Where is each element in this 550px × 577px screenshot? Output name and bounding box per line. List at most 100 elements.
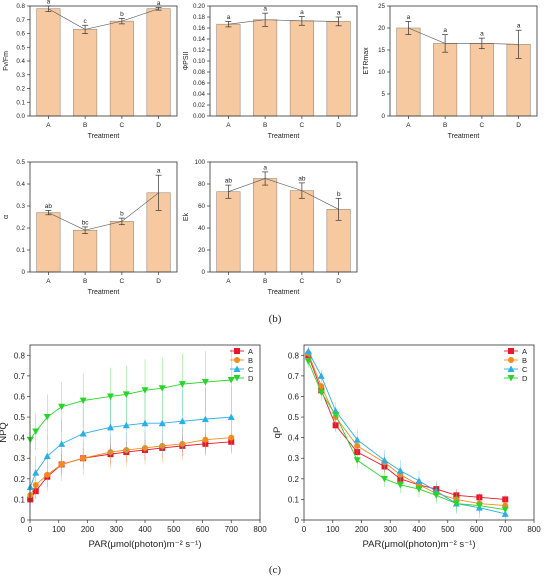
qp-ylabel: qP <box>272 427 283 439</box>
phipsii-ytick-label: 0.14 <box>193 36 206 43</box>
phipsii-bar <box>326 21 351 117</box>
npq-series-D-point <box>79 397 87 405</box>
npq-xtick-label: 0 <box>28 525 33 534</box>
npq-ytick-label: 0 <box>21 516 26 525</box>
phipsii-ytick-label: 0.16 <box>193 25 206 32</box>
npq-legend-label: B <box>248 356 253 365</box>
alpha-ytick-label: 0 <box>22 269 26 276</box>
qp-series-C-line <box>307 350 506 515</box>
npq-legend-label: D <box>248 374 254 383</box>
phipsii-significance-letter: a <box>300 9 304 16</box>
fvfm-ytick-label: 0.3 <box>16 72 25 79</box>
qp-legend-label: C <box>522 365 528 374</box>
ek-xtick-label: A <box>226 278 231 285</box>
phipsii-significance-letter: a <box>227 14 231 21</box>
etrmax-xtick-label: A <box>406 122 411 129</box>
phipsii-ylabel: ΦPSII <box>183 52 190 71</box>
npq-legend-marker <box>234 348 240 354</box>
alpha-ytick-label: 0.1 <box>16 247 25 254</box>
qp-legend-marker <box>507 375 515 382</box>
fvfm-ytick-label: 0.2 <box>16 86 25 93</box>
npq-legend-label: C <box>248 365 254 374</box>
ek-significance-letter: b <box>337 191 341 198</box>
qp-xtick-label: 200 <box>355 525 369 534</box>
npq-series-D-point <box>122 391 130 398</box>
qp-series-D-point <box>501 506 509 514</box>
qp-xtick-label: 600 <box>470 525 484 534</box>
qp-series-C-point <box>396 467 404 474</box>
qp-xtick-label: 300 <box>384 525 398 534</box>
fvfm-ytick-label: 0.7 <box>16 17 25 24</box>
npq-series-C-point <box>201 415 209 423</box>
npq-xtick-label: 200 <box>81 525 95 534</box>
ek-chart: 0 20 40 60 80 100 ab Aa Bab Cb D Treatment Ek <box>183 159 358 296</box>
npq-series-D-point <box>107 393 114 400</box>
qp-xtick-label: 0 <box>302 525 307 534</box>
fvfm-chart: 0.0 0.1 0.2 0.3 0.4 0.5 0.6 0.7 0.8 a Ac Bb Ca D Treat… <box>3 0 178 140</box>
etrmax-significance-letter: a <box>407 14 411 21</box>
phipsii-ytick-label: 0.10 <box>193 58 206 65</box>
alpha-xlabel: Treatment <box>88 289 120 296</box>
fvfm-bar <box>146 8 171 117</box>
npq-series-C-point <box>79 430 87 437</box>
etrmax-ytick-label: 0 <box>382 113 386 120</box>
alpha-ytick-label: 0.2 <box>16 225 25 232</box>
fvfm-ylabel: Fv/Fm <box>3 51 10 71</box>
ek-ytick-label: 40 <box>198 225 205 232</box>
fvfm-mean-connector <box>48 8 159 30</box>
npq-chart: 0 0.1 0.2 0.3 0.4 0.5 0.6 0.7 0.8 0 100 200 300 400 50… <box>0 344 267 550</box>
ek-significance-letter: a <box>263 164 267 171</box>
npq-series-D-point <box>158 385 166 392</box>
qp-xtick-label: 500 <box>441 525 455 534</box>
etrmax-ytick-label: 20 <box>378 25 385 32</box>
ek-xtick-label: C <box>300 278 305 285</box>
phipsii-ytick-label: 0.20 <box>193 3 206 10</box>
qp-series-D-line <box>307 361 506 511</box>
phipsii-xlabel: Treatment <box>268 133 300 140</box>
npq-xtick-label: 800 <box>253 525 267 534</box>
phipsii-bar <box>289 20 314 117</box>
fvfm-significance-letter: a <box>47 0 51 6</box>
alpha-bar <box>36 212 61 273</box>
qp-series-C-point <box>381 456 388 464</box>
alpha-significance-letter: ab <box>45 203 53 210</box>
phipsii-chart: 0.00 0.02 0.04 0.06 0.08 0.10 0.12 0.14 0.16 0.18… <box>183 3 358 140</box>
alpha-ytick-label: 0.4 <box>16 181 25 188</box>
npq-xtick-label: 100 <box>52 525 66 534</box>
fvfm-significance-letter: b <box>120 11 124 18</box>
etrmax-ylabel: ETRmax <box>363 47 370 75</box>
alpha-xtick-label: A <box>46 278 51 285</box>
alpha-mean-connector <box>48 192 159 231</box>
alpha-ytick-label: 0.5 <box>16 159 25 166</box>
npq-ytick-label: 0.3 <box>14 454 26 463</box>
qp-series-D-point <box>353 457 361 464</box>
npq-ytick-label: 0.4 <box>14 434 26 443</box>
alpha-chart: 0 0.1 0.2 0.3 0.4 0.5 ab Abc Bb Ca D Treatment α <box>3 159 178 296</box>
qp-ytick-label: 0.7 <box>288 372 300 381</box>
qp-legend-marker <box>507 365 515 372</box>
alpha-xtick-label: D <box>156 278 161 285</box>
fvfm-xtick-label: C <box>120 122 125 129</box>
npq-xtick-label: 400 <box>138 525 152 534</box>
npq-xtick-label: 500 <box>167 525 181 534</box>
alpha-bar <box>73 229 98 273</box>
phipsii-ytick-label: 0.18 <box>193 14 206 21</box>
npq-series-C-point <box>141 419 149 427</box>
npq-series-D-line <box>29 379 232 440</box>
phipsii-xtick-label: B <box>263 122 267 129</box>
ek-ylabel: Ek <box>183 212 190 221</box>
etrmax-bar <box>433 43 458 117</box>
fvfm-significance-letter: c <box>84 18 88 25</box>
ek-ytick-label: 100 <box>195 159 206 166</box>
npq-ylabel: NPQ <box>0 422 9 443</box>
phipsii-ytick-label: 0.12 <box>193 47 206 54</box>
qp-chart: 0 0.1 0.2 0.3 0.4 0.5 0.6 0.7 0.8 0 100 200 300 400 50… <box>272 344 541 550</box>
npq-series-C-point <box>107 423 114 431</box>
npq-legend-marker <box>234 357 240 363</box>
qp-ytick-label: 0.5 <box>288 413 300 422</box>
alpha-xtick-label: C <box>120 278 125 285</box>
npq-xlabel: PAR(μmol(photon)m⁻² s⁻¹) <box>89 539 202 550</box>
etrmax-chart: 0 5 10 15 20 25 a Aa Ba Ca D Treatment ETRmax <box>363 3 538 140</box>
alpha-ytick-label: 0.3 <box>16 203 25 210</box>
